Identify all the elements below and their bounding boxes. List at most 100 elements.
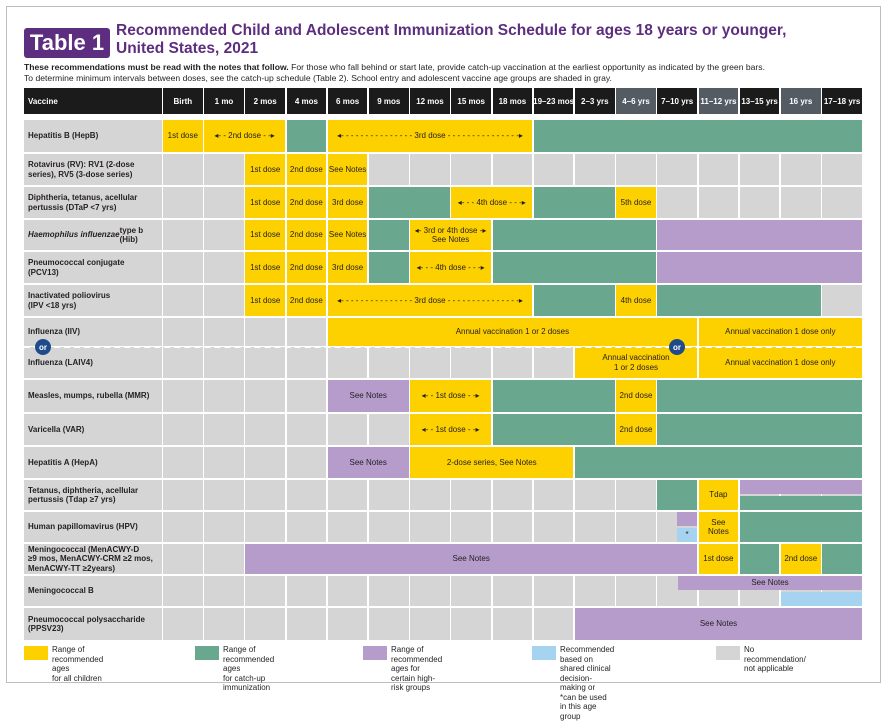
empty-cell bbox=[163, 414, 203, 445]
vaccine-label-15: Pneumococcal polysaccharide (PPSV23) bbox=[24, 608, 162, 640]
empty-cell bbox=[369, 414, 409, 445]
schedule-bar bbox=[657, 252, 862, 283]
schedule-bar bbox=[369, 187, 450, 218]
empty-cell bbox=[616, 480, 656, 510]
schedule-bar: 5th dose bbox=[616, 187, 656, 218]
empty-cell bbox=[451, 576, 491, 606]
empty-cell bbox=[245, 480, 285, 510]
header-col-10: 2–3 yrs bbox=[575, 88, 615, 114]
empty-cell bbox=[698, 154, 739, 185]
empty-cell bbox=[163, 252, 203, 283]
or-marker: or bbox=[669, 339, 685, 355]
legend-swatch-purple bbox=[363, 646, 387, 660]
legend-swatch-yellow bbox=[24, 646, 48, 660]
schedule-bar: ◂- - - - - - - - - - - - - - - 3rd dose … bbox=[327, 285, 533, 316]
schedule-bar: See Notes bbox=[245, 544, 697, 574]
empty-cell bbox=[163, 608, 203, 640]
page-title: Recommended Child and Adolescent Immuniz… bbox=[116, 22, 856, 58]
empty-cell bbox=[739, 187, 780, 218]
empty-cell bbox=[698, 187, 739, 218]
schedule-bar: 2nd dose bbox=[286, 220, 327, 250]
header-vaccine: Vaccine bbox=[24, 88, 162, 114]
vaccine-label-5: Inactivated poliovirus (IPV <18 yrs) bbox=[24, 285, 162, 316]
empty-cell bbox=[492, 608, 533, 640]
header-col-6: 12 mos bbox=[410, 88, 450, 114]
intro-rest: For those who fall behind or start late,… bbox=[288, 62, 765, 72]
vaccine-label-14: Meningococcal B bbox=[24, 576, 162, 606]
schedule-bar bbox=[369, 252, 409, 283]
empty-cell bbox=[492, 576, 533, 606]
schedule-bar: 1st dose bbox=[245, 154, 285, 185]
empty-cell bbox=[163, 187, 203, 218]
empty-cell bbox=[286, 318, 327, 346]
schedule-bar: ◂- - 2nd dose - -▸ bbox=[204, 120, 285, 152]
vaccine-label-2: Diphtheria, tetanus, acellular pertussis… bbox=[24, 187, 162, 218]
empty-cell bbox=[204, 608, 244, 640]
schedule-bar bbox=[369, 220, 409, 250]
empty-cell bbox=[286, 576, 327, 606]
empty-cell bbox=[163, 447, 203, 478]
header-col-14: 13–15 yrs bbox=[739, 88, 780, 114]
page-frame bbox=[6, 6, 881, 683]
legend-swatch-blue bbox=[532, 646, 556, 660]
empty-cell bbox=[204, 154, 244, 185]
empty-cell bbox=[410, 347, 450, 378]
empty-cell bbox=[616, 512, 656, 542]
vaccine-label-13: Meningococcal (MenACWY-D ≥9 mos, MenACWY… bbox=[24, 544, 162, 574]
empty-cell bbox=[286, 414, 327, 445]
empty-cell bbox=[245, 380, 285, 412]
empty-cell bbox=[163, 380, 203, 412]
empty-cell bbox=[204, 347, 244, 378]
empty-cell bbox=[369, 480, 409, 510]
empty-cell bbox=[657, 154, 697, 185]
empty-cell bbox=[739, 154, 780, 185]
schedule-bar: Tdap bbox=[698, 480, 739, 510]
empty-cell bbox=[369, 576, 409, 606]
header-col-8: 18 mos bbox=[492, 88, 533, 114]
legend-swatch-green bbox=[195, 646, 219, 660]
empty-cell bbox=[451, 608, 491, 640]
legend-label-gray: No recommendation/ not applicable bbox=[744, 645, 806, 673]
empty-cell bbox=[410, 576, 450, 606]
empty-cell bbox=[163, 480, 203, 510]
empty-cell bbox=[245, 512, 285, 542]
schedule-bar bbox=[657, 220, 862, 250]
empty-cell bbox=[327, 608, 368, 640]
schedule-bar bbox=[739, 496, 862, 510]
empty-cell bbox=[286, 480, 327, 510]
schedule-bar bbox=[739, 512, 862, 542]
empty-cell bbox=[451, 347, 491, 378]
empty-cell bbox=[492, 154, 533, 185]
schedule-bar: 2nd dose bbox=[286, 252, 327, 283]
empty-cell bbox=[163, 154, 203, 185]
empty-cell bbox=[575, 576, 615, 606]
schedule-bar bbox=[677, 512, 697, 526]
schedule-bar bbox=[657, 380, 862, 412]
schedule-bar: * bbox=[677, 528, 697, 542]
schedule-bar: 1st dose bbox=[245, 285, 285, 316]
schedule-bar bbox=[492, 252, 656, 283]
empty-cell bbox=[163, 220, 203, 250]
empty-cell bbox=[533, 576, 574, 606]
schedule-bar bbox=[492, 414, 615, 445]
empty-cell bbox=[245, 608, 285, 640]
schedule-bar: 1st dose bbox=[245, 252, 285, 283]
schedule-bar: See Notes bbox=[327, 380, 409, 412]
empty-cell bbox=[327, 347, 368, 378]
schedule-bar: See Notes bbox=[678, 576, 862, 590]
header-col-11: 4–6 yrs bbox=[616, 88, 656, 114]
empty-cell bbox=[781, 154, 821, 185]
empty-cell bbox=[245, 447, 285, 478]
empty-cell bbox=[286, 608, 327, 640]
empty-cell bbox=[204, 447, 244, 478]
empty-cell bbox=[451, 154, 491, 185]
intro-text: These recommendations must be read with … bbox=[24, 62, 869, 84]
empty-cell bbox=[204, 512, 244, 542]
empty-cell bbox=[204, 544, 244, 574]
vaccine-label-4: Pneumococcal conjugate (PCV13) bbox=[24, 252, 162, 283]
empty-cell bbox=[327, 480, 368, 510]
header-col-2: 2 mos bbox=[245, 88, 285, 114]
schedule-bar: ◂- - - 4th dose - - -▸ bbox=[410, 252, 491, 283]
intro-line-2: To determine minimum intervals between d… bbox=[24, 73, 612, 83]
schedule-page: Table 1 Recommended Child and Adolescent… bbox=[6, 6, 881, 721]
